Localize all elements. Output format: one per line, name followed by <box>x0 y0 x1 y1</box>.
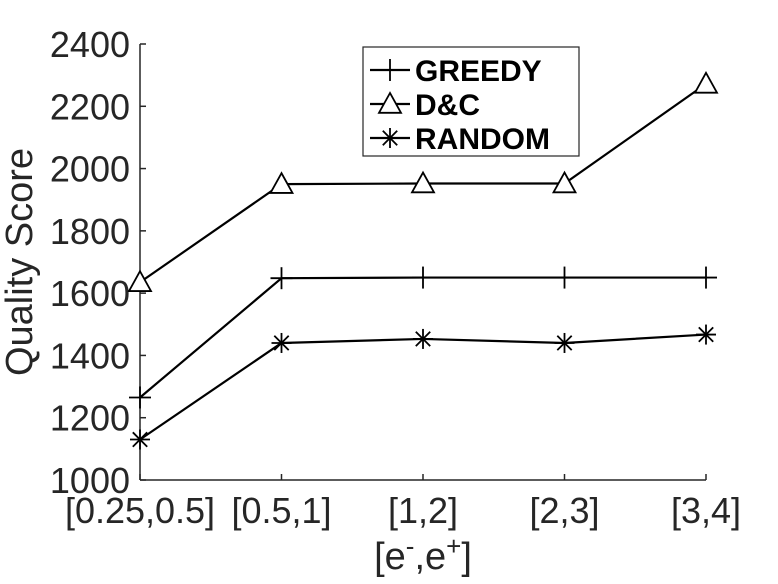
series-d-c <box>127 71 719 292</box>
data-point-plus <box>129 386 151 409</box>
y-tick-label: 1000 <box>50 460 130 501</box>
data-point-asterisk <box>554 332 575 353</box>
data-point-asterisk <box>130 429 150 450</box>
data-point-plus <box>412 266 434 289</box>
x-axis-label: [e-,e+] <box>374 531 472 578</box>
series-layer <box>127 71 719 450</box>
y-tick-label: 1200 <box>50 398 130 439</box>
data-point-plus <box>553 266 576 289</box>
series-line <box>139 333 707 441</box>
x-tick-label: [0.25,0.5] <box>65 490 215 531</box>
data-point-plus <box>695 266 717 289</box>
data-point-triangle <box>377 91 403 114</box>
y-axis-label: Quality Score <box>0 148 41 376</box>
data-point-triangle <box>551 170 578 194</box>
data-point-triangle <box>268 171 295 194</box>
data-point-triangle <box>693 71 719 94</box>
y-tick-label: 2400 <box>50 24 130 65</box>
legend-label: GREEDY <box>415 55 542 88</box>
legend-label: D&C <box>415 89 480 122</box>
x-tick-label: [0.5,1] <box>231 490 331 531</box>
data-point-asterisk <box>696 324 716 345</box>
x-ticks: [0.25,0.5] [0.5,1] [1,2] [2,3] [3,4] <box>65 474 741 531</box>
x-tick-label: [2,3] <box>529 490 599 531</box>
y-tick-label: 1800 <box>50 211 130 252</box>
y-tick-label: 2000 <box>50 149 130 190</box>
data-point-triangle <box>410 170 436 194</box>
y-ticks: 1000 1200 1400 1600 1800 2000 2200 2400 <box>50 24 146 501</box>
data-point-asterisk <box>413 328 433 349</box>
x-tick-label: [3,4] <box>671 490 741 531</box>
data-point-triangle <box>127 269 153 292</box>
data-point-plus <box>270 267 293 290</box>
series-random <box>130 324 716 450</box>
legend-label: RANDOM <box>415 123 550 156</box>
legend-entry: RANDOM <box>370 123 550 156</box>
data-point-asterisk <box>271 332 292 353</box>
legend-entry: GREEDY <box>370 55 542 88</box>
x-tick-label: [1,2] <box>388 490 458 531</box>
y-tick-label: 1400 <box>50 335 130 376</box>
y-tick-label: 1600 <box>50 273 130 314</box>
data-point-asterisk <box>380 128 400 148</box>
data-point-plus <box>379 59 401 81</box>
y-tick-label: 2200 <box>50 86 130 127</box>
series-greedy <box>129 266 717 409</box>
legend-entry: D&C <box>370 89 480 122</box>
